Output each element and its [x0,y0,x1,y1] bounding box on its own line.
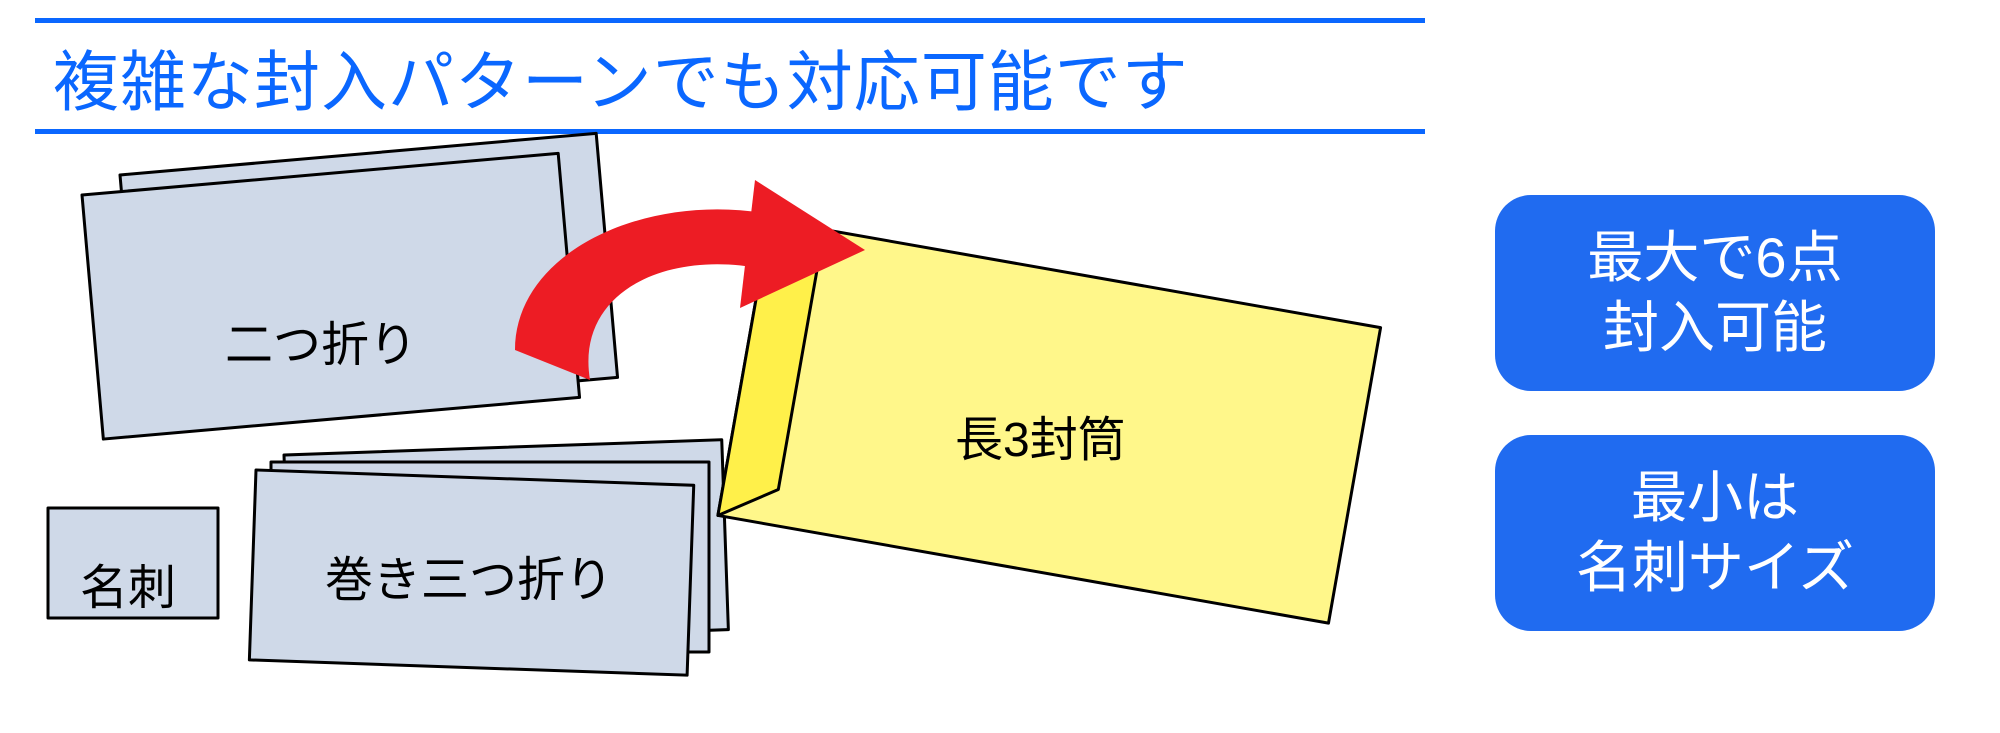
label-two-fold: 二つ折り [225,305,417,375]
label-envelope: 長3封筒 [955,400,1126,470]
title-text: 複雑な封入パターンでも対応可能です [35,23,1425,129]
badge-max-line2: 封入可能 [1603,296,1827,359]
badge-min-line2: 名刺サイズ [1576,536,1854,599]
diagram-svg [0,160,1400,720]
label-meishi: 名刺 [80,548,176,618]
title-block: 複雑な封入パターンでも対応可能です [35,18,1425,134]
badge-max-items: 最大で6点 封入可能 [1495,195,1935,391]
label-tri-fold: 巻き三つ折り [325,540,613,610]
badge-min-line1: 最小は [1631,466,1799,529]
badge-max-line1: 最大で6点 [1587,226,1842,289]
title-rule-bottom [35,129,1425,134]
badge-min-size: 最小は 名刺サイズ [1495,435,1935,631]
diagram-stage: 二つ折り 名刺 巻き三つ折り 長3封筒 [0,160,1400,720]
